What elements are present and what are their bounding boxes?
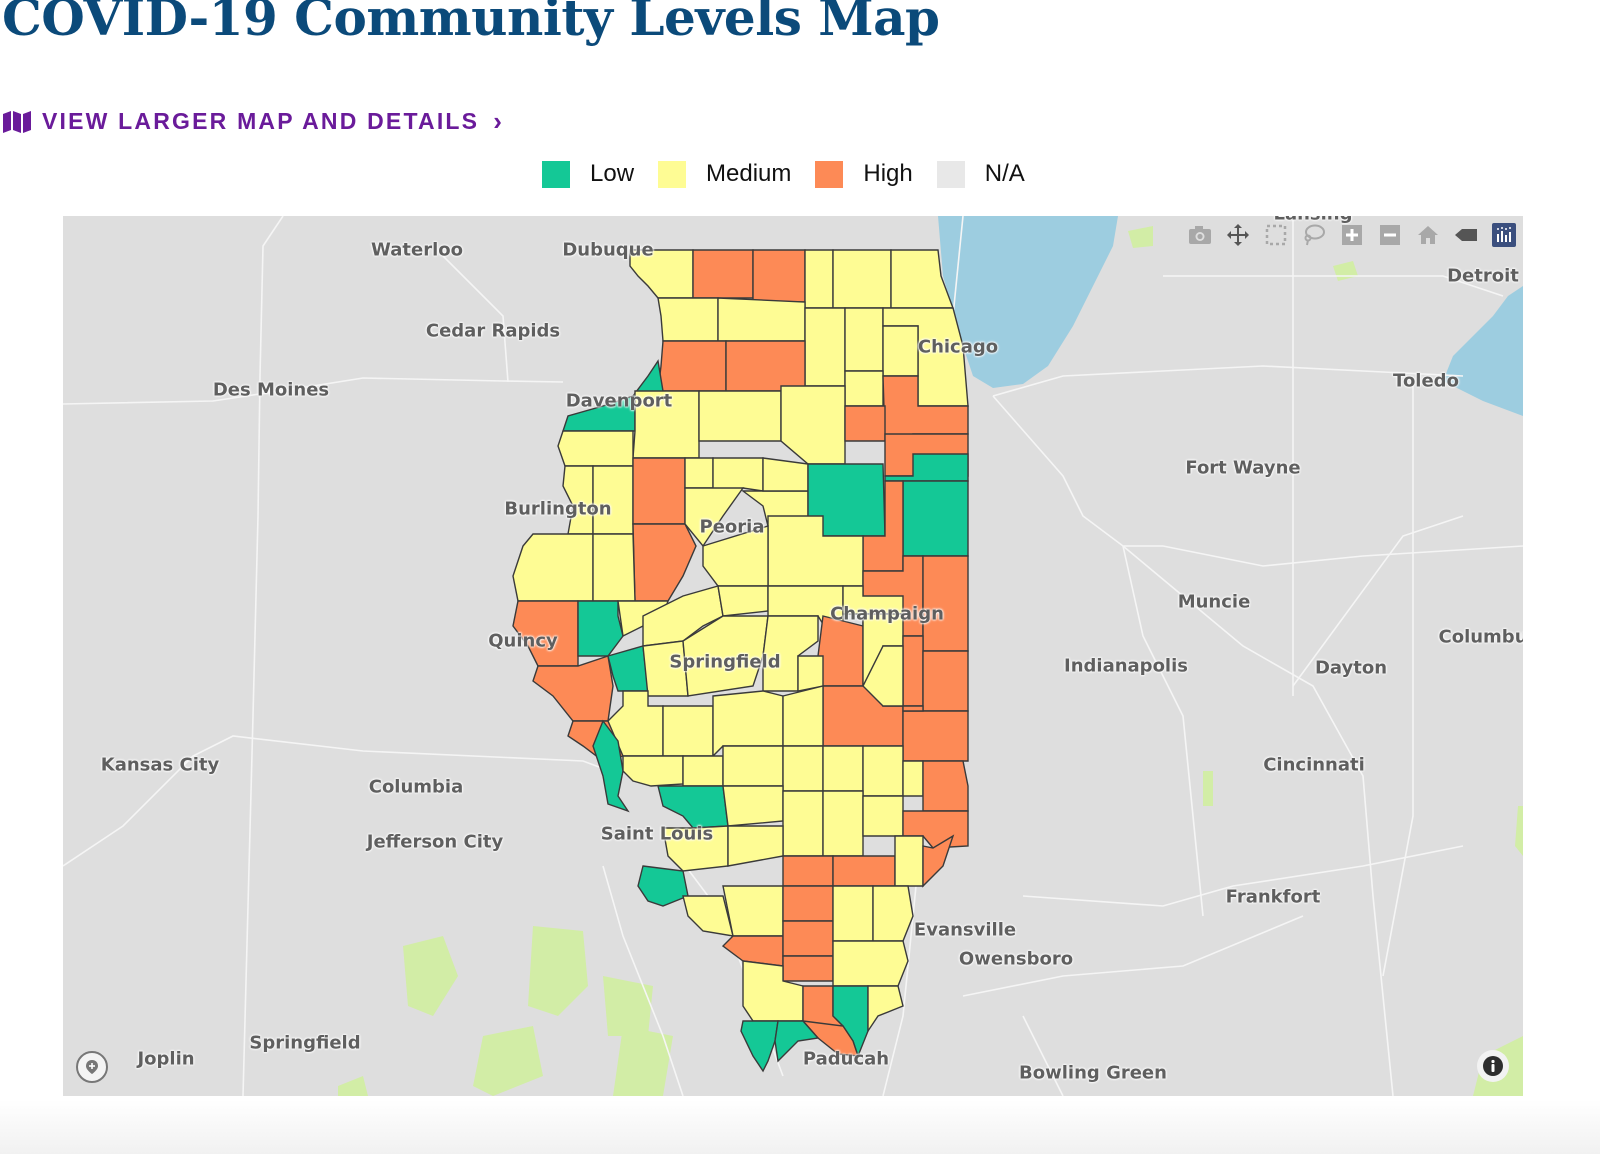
city-label: Waterloo [371,239,463,261]
lasso-select-button[interactable] [1301,222,1327,248]
map-icon [3,110,31,133]
box-select-icon [1265,224,1287,246]
city-label: Dubuque [562,239,654,261]
home-icon [1418,226,1438,244]
plotly-logo-icon [1492,223,1516,247]
city-label: Detroit [1447,265,1519,287]
zoom-out-button[interactable] [1377,222,1403,248]
legend-item-low[interactable]: Low [542,160,634,188]
legend-swatch-low [542,160,570,188]
city-label: Fort Wayne [1185,457,1301,479]
city-label: Dayton [1314,657,1388,679]
illinois-counties [512,249,969,1073]
zoom-in-icon [1342,225,1362,245]
city-label: Burlington [504,498,612,520]
city-label: Toledo [1393,370,1459,392]
city-label: Columbia [368,776,464,798]
city-label: Evansville [913,919,1017,941]
city-label: Chicago [917,336,999,358]
city-label: Bowling Green [1019,1062,1167,1084]
map-attribution-button[interactable] [76,1051,108,1083]
chevron-right-icon: › [493,106,505,136]
page-bottom-strip [0,1100,1600,1154]
city-label: Owensboro [958,948,1074,970]
city-label: Frankfort [1225,886,1321,908]
pan-button[interactable] [1225,222,1251,248]
legend-item-high[interactable]: High [815,160,913,188]
legend-item-na[interactable]: N/A [936,160,1025,188]
legend-label-low: Low [590,160,635,187]
view-larger-map-label: VIEW LARGER MAP AND DETAILS [42,108,480,134]
map-modebar [1187,222,1517,248]
hover-closest-button[interactable] [1453,222,1479,248]
lasso-select-icon [1304,224,1325,246]
camera-icon [1189,226,1211,244]
info-button[interactable] [1477,1050,1509,1082]
city-label: Champaign [830,603,944,625]
box-select-button[interactable] [1263,222,1289,248]
page-title: COVID-19 Community Levels Map [2,0,940,47]
legend-label-high: High [863,160,913,187]
zoom-in-button[interactable] [1339,222,1365,248]
info-icon [1483,1056,1503,1076]
city-label: Lansing [1273,216,1352,225]
city-label: Peoria [699,516,765,538]
pan-icon [1227,224,1249,246]
legend-item-medium[interactable]: Medium [658,160,791,188]
city-label: Jefferson City [366,831,504,853]
hover-label-icon [1455,229,1477,241]
legend-label-medium: Medium [706,160,792,187]
city-label: Des Moines [212,379,330,401]
city-label: Quincy [488,630,558,652]
city-label: Kansas City [100,754,220,776]
map-legend: Low Medium High N/A [542,160,1049,188]
city-label: Cedar Rapids [425,320,561,342]
map-pin-plus-icon [86,1060,98,1074]
city-label: Joplin [137,1048,195,1070]
legend-swatch-na [936,160,965,188]
city-label: Paducah [802,1048,890,1070]
city-label: Muncie [1177,591,1251,613]
city-label: Springfield [669,651,781,673]
plotly-logo-button[interactable] [1491,222,1517,248]
city-label: Springfield [249,1032,361,1054]
legend-swatch-high [815,160,844,188]
zoom-out-icon [1380,225,1400,245]
legend-swatch-medium [658,160,687,188]
city-label: Davenport [565,390,673,412]
view-larger-map-link[interactable]: VIEW LARGER MAP AND DETAILS › [2,106,504,137]
map-canvas[interactable]: Waterloo Dubuque Cedar Rapids Des Moines… [63,216,1523,1096]
city-label: Cincinnati [1263,754,1365,776]
city-label: Saint Louis [600,823,714,845]
city-label: Indianapolis [1064,655,1188,677]
city-label: Columbu [1438,626,1523,648]
camera-button[interactable] [1187,222,1213,248]
lake-erie [1443,286,1523,416]
reset-view-button[interactable] [1415,222,1441,248]
legend-label-na: N/A [984,160,1025,187]
lake-michigan [938,216,1118,388]
basemap [63,216,1523,1096]
